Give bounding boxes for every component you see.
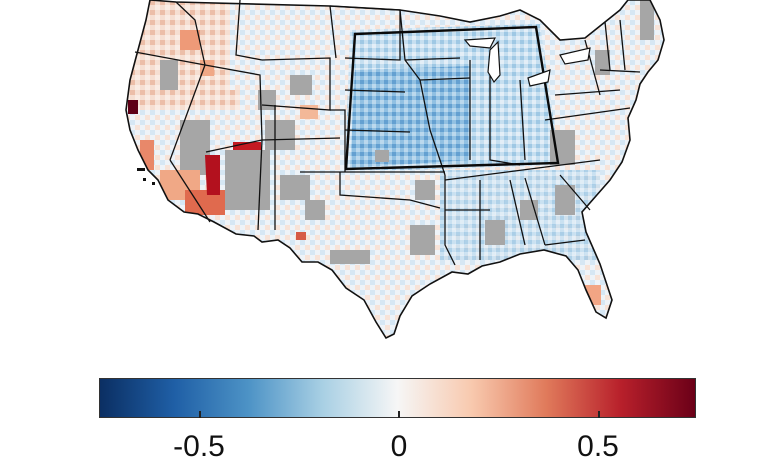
county-fill-layer [126, 0, 664, 338]
colorbar-tick-label: -0.5 [173, 430, 225, 463]
colorbar [99, 378, 696, 418]
us-county-map [125, 0, 665, 340]
colorbar-tick [199, 411, 201, 418]
great-lakes [463, 37, 591, 87]
colorbar-tick-label: 0 [390, 430, 408, 463]
channel-islands [137, 168, 155, 185]
colorbar-tick [398, 411, 400, 418]
state-borders [134, 0, 641, 266]
us-outline [125, 0, 665, 340]
midwest-highlight-box [344, 25, 560, 171]
colorbar-tick-label: 0.5 [577, 430, 619, 463]
colorbar-tick [598, 411, 600, 418]
colorbar-gradient [99, 378, 696, 418]
